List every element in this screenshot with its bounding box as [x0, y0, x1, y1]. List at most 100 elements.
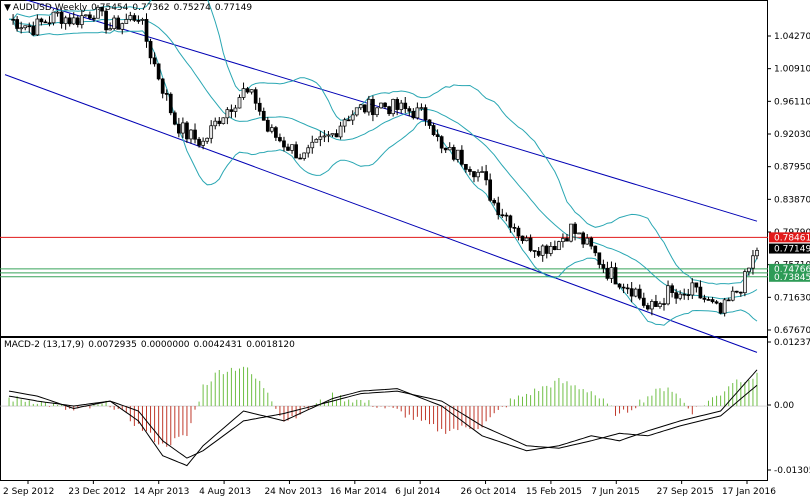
candle-body-down — [464, 163, 468, 170]
candle — [116, 15, 121, 30]
macd-frame — [0, 337, 768, 481]
candle — [387, 105, 391, 116]
candle — [282, 136, 286, 152]
candle-body-down — [15, 19, 19, 29]
candle — [100, 6, 104, 17]
candle-body-down — [427, 119, 432, 126]
candle — [172, 110, 177, 126]
candle — [585, 234, 590, 245]
candle — [160, 78, 165, 99]
candle — [508, 214, 513, 233]
candle-body-down — [702, 297, 707, 300]
candle-body-down — [47, 22, 52, 25]
chart-header: ▼ AUDUSD,Weekly 0.75454 0.77362 0.75274 0.771… — [4, 3, 256, 13]
price-label-support-bg — [769, 271, 810, 282]
candle-body-down — [468, 169, 472, 172]
candle — [557, 240, 561, 251]
candle — [136, 15, 141, 24]
candle-body-up — [678, 293, 683, 299]
candle — [726, 297, 731, 302]
dropdown-arrow-icon[interactable]: ▼ — [4, 3, 11, 13]
candle — [743, 269, 747, 297]
candle-body-up — [561, 238, 565, 243]
candle-body-down — [168, 93, 173, 114]
bollinger-middle — [8, 18, 758, 300]
candle-body-down — [411, 110, 416, 119]
candle — [589, 236, 594, 250]
candle-body-up — [249, 89, 254, 93]
candle — [516, 225, 521, 241]
candle-body-down — [253, 89, 258, 104]
x-tick-label: 24 Nov 2013 — [264, 487, 322, 497]
candle-body-up — [569, 223, 573, 242]
axis-labels: 1.04270 1.00910 0.96110 0.92030 0.87950 0.838… — [3, 32, 810, 497]
candle — [593, 245, 598, 257]
macd-pane[interactable] — [0, 366, 768, 467]
candle — [43, 19, 48, 24]
candle — [310, 135, 315, 154]
candle-body-up — [310, 141, 315, 149]
candle — [528, 234, 533, 253]
candle-body-down — [597, 252, 602, 265]
candle — [27, 22, 32, 33]
close-value: 0.77149 — [214, 3, 253, 13]
candle-body-down — [496, 202, 501, 216]
candle-body-up — [585, 237, 590, 245]
candle-body-down — [589, 237, 594, 247]
candle — [431, 122, 436, 137]
candle — [15, 16, 19, 32]
x-tick-label: 4 Aug 2013 — [199, 487, 251, 497]
candle-body-up — [63, 17, 68, 24]
price-pane[interactable] — [0, 0, 768, 353]
candle-body-up — [524, 237, 529, 242]
candle — [674, 288, 678, 304]
candle — [75, 15, 80, 28]
candle — [71, 12, 76, 26]
candle — [354, 107, 359, 117]
candle — [306, 144, 311, 158]
candle-body-up — [379, 102, 383, 109]
candle — [156, 63, 161, 81]
candle-body-up — [633, 288, 638, 297]
candle-body-down — [164, 93, 169, 95]
macd-value-2: 0.0000000 — [140, 340, 190, 350]
candle-body-down — [11, 18, 15, 21]
macd-header: MACD-2 (13,17,9) 0.0072935 0.0000000 0.0042… — [4, 340, 299, 350]
candle-body-up — [241, 88, 246, 98]
candle-body-up — [338, 125, 343, 138]
candle-body-down — [75, 17, 80, 25]
candle-body-down — [371, 98, 375, 116]
candle-body-up — [690, 282, 695, 296]
candle — [128, 11, 133, 22]
candle — [383, 102, 387, 109]
candle — [189, 129, 193, 144]
candle-body-up — [96, 6, 100, 19]
candle — [322, 130, 327, 142]
candle-body-down — [88, 14, 92, 19]
candle-body-down — [383, 102, 387, 107]
candle — [286, 143, 290, 152]
candle-body-down — [100, 6, 104, 12]
candle-body-up — [326, 134, 331, 137]
candle-body-up — [557, 241, 561, 251]
candle — [314, 138, 319, 143]
x-tick-label: 7 Jun 2015 — [591, 487, 639, 497]
candle-body-up — [480, 171, 484, 173]
candle-body-down — [629, 288, 634, 297]
candle — [274, 125, 278, 142]
candle — [480, 166, 484, 173]
price-label-resistance: 0.78461 — [774, 233, 810, 243]
candle — [601, 259, 606, 273]
candle-body-down — [718, 302, 723, 314]
macd-signal-line — [8, 384, 758, 459]
candle — [654, 294, 658, 307]
candle — [346, 115, 351, 122]
candle — [451, 144, 456, 162]
candle — [245, 86, 250, 94]
candle-body-up — [120, 23, 125, 30]
candle — [205, 137, 210, 144]
candle — [241, 82, 246, 100]
candle-body-up — [181, 122, 185, 134]
candle — [112, 15, 117, 31]
x-tick-label: 2 Sep 2012 — [3, 487, 54, 497]
